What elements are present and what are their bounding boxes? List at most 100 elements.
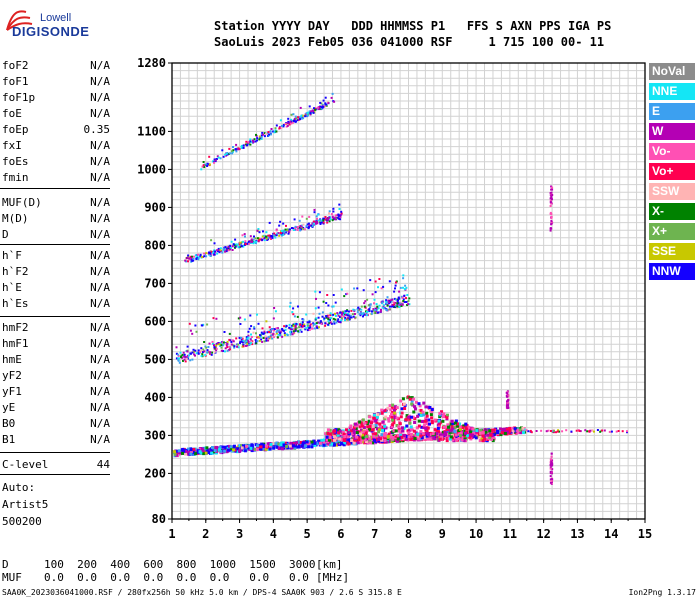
echo-point (383, 409, 387, 413)
echo-point (211, 340, 214, 343)
echo-point (550, 455, 553, 458)
echo-point (446, 413, 449, 417)
echo-point (316, 442, 320, 445)
echo-point (322, 441, 326, 445)
echo-point (200, 347, 203, 350)
param-row: yF2 N/A (2, 369, 110, 385)
echo-point (310, 224, 313, 227)
echo-point (236, 450, 239, 454)
echo-point (550, 458, 553, 461)
echo-point (558, 430, 560, 433)
echo-point (363, 313, 365, 316)
echo-point (256, 137, 259, 140)
echo-point (248, 327, 251, 330)
echo-point (360, 308, 363, 311)
echo-point (485, 435, 489, 439)
echo-point (615, 430, 618, 433)
echo-point (456, 422, 460, 426)
echo-point (214, 446, 218, 450)
echo-point (417, 437, 421, 441)
echo-point (204, 354, 207, 357)
echo-point (333, 438, 336, 442)
echo-point (453, 421, 457, 425)
echo-point (222, 155, 225, 158)
echo-point (184, 356, 187, 359)
echo-point (350, 439, 354, 442)
echo-point (308, 329, 311, 331)
echo-point (294, 227, 296, 230)
echo-point (419, 408, 423, 412)
echo-point (364, 431, 368, 435)
echo-point (316, 222, 319, 225)
echo-point (240, 145, 243, 148)
echo-point (408, 417, 412, 421)
echo-point (397, 299, 399, 302)
echo-point (350, 309, 353, 312)
echo-point (293, 315, 296, 318)
echo-point (299, 229, 302, 232)
echo-point (213, 351, 216, 354)
echo-point (263, 330, 266, 333)
echo-point (386, 435, 390, 439)
echo-point (450, 419, 454, 423)
echo-point (209, 352, 211, 355)
echo-point (197, 256, 200, 259)
echo-point (475, 429, 479, 433)
echo-point (223, 331, 226, 333)
echo-point (305, 313, 308, 316)
y-tick-label: 600 (144, 314, 166, 328)
param-value: N/A (90, 171, 110, 184)
echo-point (189, 256, 192, 258)
echo-point (397, 427, 401, 431)
echo-point (308, 224, 311, 227)
echo-point (332, 210, 335, 213)
echo-point (391, 418, 394, 422)
echo-point (337, 213, 340, 216)
echo-point (202, 452, 205, 456)
echo-point (381, 420, 385, 424)
echo-point (301, 442, 305, 446)
echo-point (263, 337, 266, 340)
echo-point (265, 132, 268, 135)
echo-point (398, 290, 401, 293)
echo-point (301, 321, 304, 324)
echo-point (410, 432, 413, 436)
param-name: foEs (2, 155, 29, 168)
echo-point (182, 359, 184, 362)
echo-point (454, 419, 458, 423)
echo-point (330, 96, 333, 99)
echo-point (331, 92, 334, 95)
echo-point (342, 443, 346, 447)
echo-point (271, 337, 274, 340)
echo-point (396, 437, 400, 441)
echo-point (322, 300, 325, 303)
x-tick-label: 7 (371, 527, 378, 541)
echo-point (206, 349, 209, 352)
echo-point (291, 311, 294, 314)
echo-point (351, 432, 355, 435)
echo-point (394, 298, 397, 301)
param-name: hmF2 (2, 321, 29, 334)
echo-point (309, 324, 312, 327)
echo-point (299, 329, 302, 331)
echo-point (363, 422, 367, 426)
echo-point (474, 436, 478, 440)
echo-point (433, 428, 437, 432)
echo-point (210, 451, 214, 455)
param-value: N/A (90, 417, 110, 430)
echo-point (425, 432, 429, 435)
echo-point (296, 226, 299, 228)
echo-point (395, 424, 399, 427)
echo-point (310, 445, 314, 449)
echo-point (310, 110, 313, 113)
legend-item: SSE (649, 243, 695, 260)
echo-point (422, 413, 426, 417)
echo-point (403, 407, 407, 410)
y-tick-label: 800 (144, 238, 166, 252)
echo-point (412, 429, 416, 433)
echo-point (355, 431, 359, 435)
echo-point (309, 112, 312, 115)
echo-point (188, 354, 191, 357)
echo-point (253, 327, 256, 330)
echo-point (374, 432, 377, 436)
